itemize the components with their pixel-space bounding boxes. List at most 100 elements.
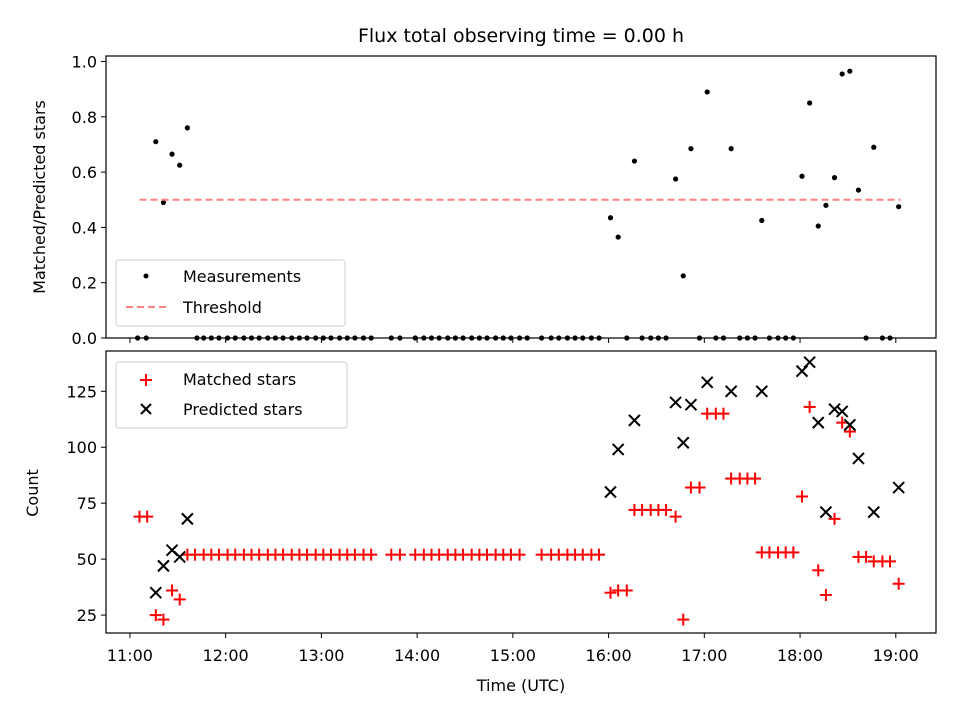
matched-point <box>836 416 849 429</box>
measurement-point <box>169 151 175 157</box>
count-xlabel: Time (UTC) <box>476 676 565 695</box>
measurement-point <box>759 217 765 224</box>
legend-predicted-label: Predicted stars <box>183 400 303 419</box>
measurement-point <box>153 139 159 145</box>
count-axes-frame <box>105 350 937 634</box>
predicted-point <box>628 414 641 427</box>
count-xtick-label: 16:00 <box>586 646 632 665</box>
matched-point <box>593 548 606 561</box>
measurement-point <box>688 146 694 152</box>
count-xtick-label: 17:00 <box>681 646 727 665</box>
predicted-point <box>157 559 170 573</box>
measurement-point <box>177 162 183 168</box>
predicted-point <box>828 402 841 416</box>
predicted-point <box>803 355 816 369</box>
predicted-point <box>892 481 905 494</box>
matched-point <box>892 577 905 590</box>
count-xtick-label: 19:00 <box>873 646 919 665</box>
predicted-point <box>611 443 625 456</box>
predicted-point <box>604 485 617 499</box>
matched-point <box>884 555 897 568</box>
count-xtick-label: 18:00 <box>777 646 823 665</box>
ratio-ytick-label: 0.2 <box>72 274 97 293</box>
matched-point <box>787 546 800 559</box>
predicted-point <box>669 396 682 409</box>
predicted-point <box>835 405 849 418</box>
measurement-point <box>704 89 710 95</box>
predicted-point <box>181 512 194 526</box>
matched-point <box>717 407 730 420</box>
measurement-point <box>680 273 686 279</box>
matched-point <box>795 490 808 503</box>
matched-point <box>157 613 170 626</box>
measurement-point <box>823 202 829 208</box>
count-ylabel: Count <box>23 469 42 517</box>
predicted-point <box>812 416 825 429</box>
series-predicted-stars <box>149 355 905 599</box>
chart-title: Flux total observing time = 0.00 h <box>358 25 684 47</box>
measurement-point <box>871 144 877 150</box>
legend-threshold-label: Threshold <box>182 298 262 317</box>
measurement-point <box>615 234 621 240</box>
count-panel: 25 50 75 100 125 11:00 12:00 13:00 14:00 15:00 16… <box>23 350 937 695</box>
count-legend: Matched stars Predicted stars <box>115 361 348 429</box>
legend-measurements-label: Measurements <box>183 267 301 286</box>
measurement-point <box>607 215 614 221</box>
matched-point <box>677 613 690 626</box>
count-xtick-label: 14:00 <box>394 646 440 665</box>
count-ytick-label: 50 <box>77 550 97 569</box>
measurement-point <box>160 199 167 206</box>
measurement-point <box>799 173 805 179</box>
measurement-point <box>184 125 190 131</box>
count-xtick-label: 15:00 <box>490 646 536 665</box>
legend-measurements-marker <box>143 273 149 279</box>
count-ytick-label: 100 <box>66 438 97 457</box>
matched-point <box>604 586 617 599</box>
predicted-point <box>852 452 865 465</box>
ratio-ytick-label: 0.0 <box>72 329 97 348</box>
measurement-point <box>631 158 638 164</box>
legend-matched-marker <box>140 374 152 386</box>
predicted-point <box>724 385 738 398</box>
matched-point <box>812 564 825 577</box>
count-xtick-label: 13:00 <box>298 646 344 665</box>
legend-matched-label: Matched stars <box>183 370 296 389</box>
measurement-point <box>831 175 838 181</box>
predicted-point <box>755 385 768 398</box>
predicted-point <box>677 436 690 449</box>
measurement-point <box>815 223 821 229</box>
series-matched-stars <box>133 400 905 626</box>
ratio-ylabel: Matched/Predicted stars <box>30 100 49 294</box>
count-ytick-label: 75 <box>77 494 97 513</box>
matched-point <box>860 550 873 563</box>
predicted-point <box>149 586 162 599</box>
predicted-point <box>173 550 186 564</box>
matched-point <box>749 472 762 485</box>
ratio-panel: Flux total observing time = 0.00 h 0.0 0.… <box>30 25 937 348</box>
count-ytick-label: 25 <box>77 606 97 625</box>
matched-point <box>828 512 841 525</box>
predicted-point <box>867 505 880 519</box>
predicted-point <box>700 376 714 389</box>
measurement-point <box>855 187 862 193</box>
ratio-ytick-label: 0.6 <box>72 163 97 182</box>
matched-point <box>803 400 816 413</box>
matched-point <box>166 584 179 597</box>
legend-predicted-marker <box>140 403 152 415</box>
ratio-ytick-label: 0.8 <box>72 108 97 127</box>
count-xtick-label: 12:00 <box>203 646 249 665</box>
count-xtick-label: 11:00 <box>107 646 153 665</box>
ratio-ytick-label: 0.4 <box>72 218 97 237</box>
matched-point <box>620 584 633 597</box>
matched-point <box>660 503 673 516</box>
count-ytick-label: 125 <box>66 382 97 401</box>
measurement-point <box>728 146 734 152</box>
predicted-point <box>819 505 833 519</box>
legend-box <box>115 259 346 327</box>
matched-point <box>149 609 162 622</box>
predicted-point <box>684 398 698 411</box>
legend-box <box>115 361 348 429</box>
ratio-axes-frame <box>105 55 937 339</box>
measurement-point <box>896 204 902 210</box>
